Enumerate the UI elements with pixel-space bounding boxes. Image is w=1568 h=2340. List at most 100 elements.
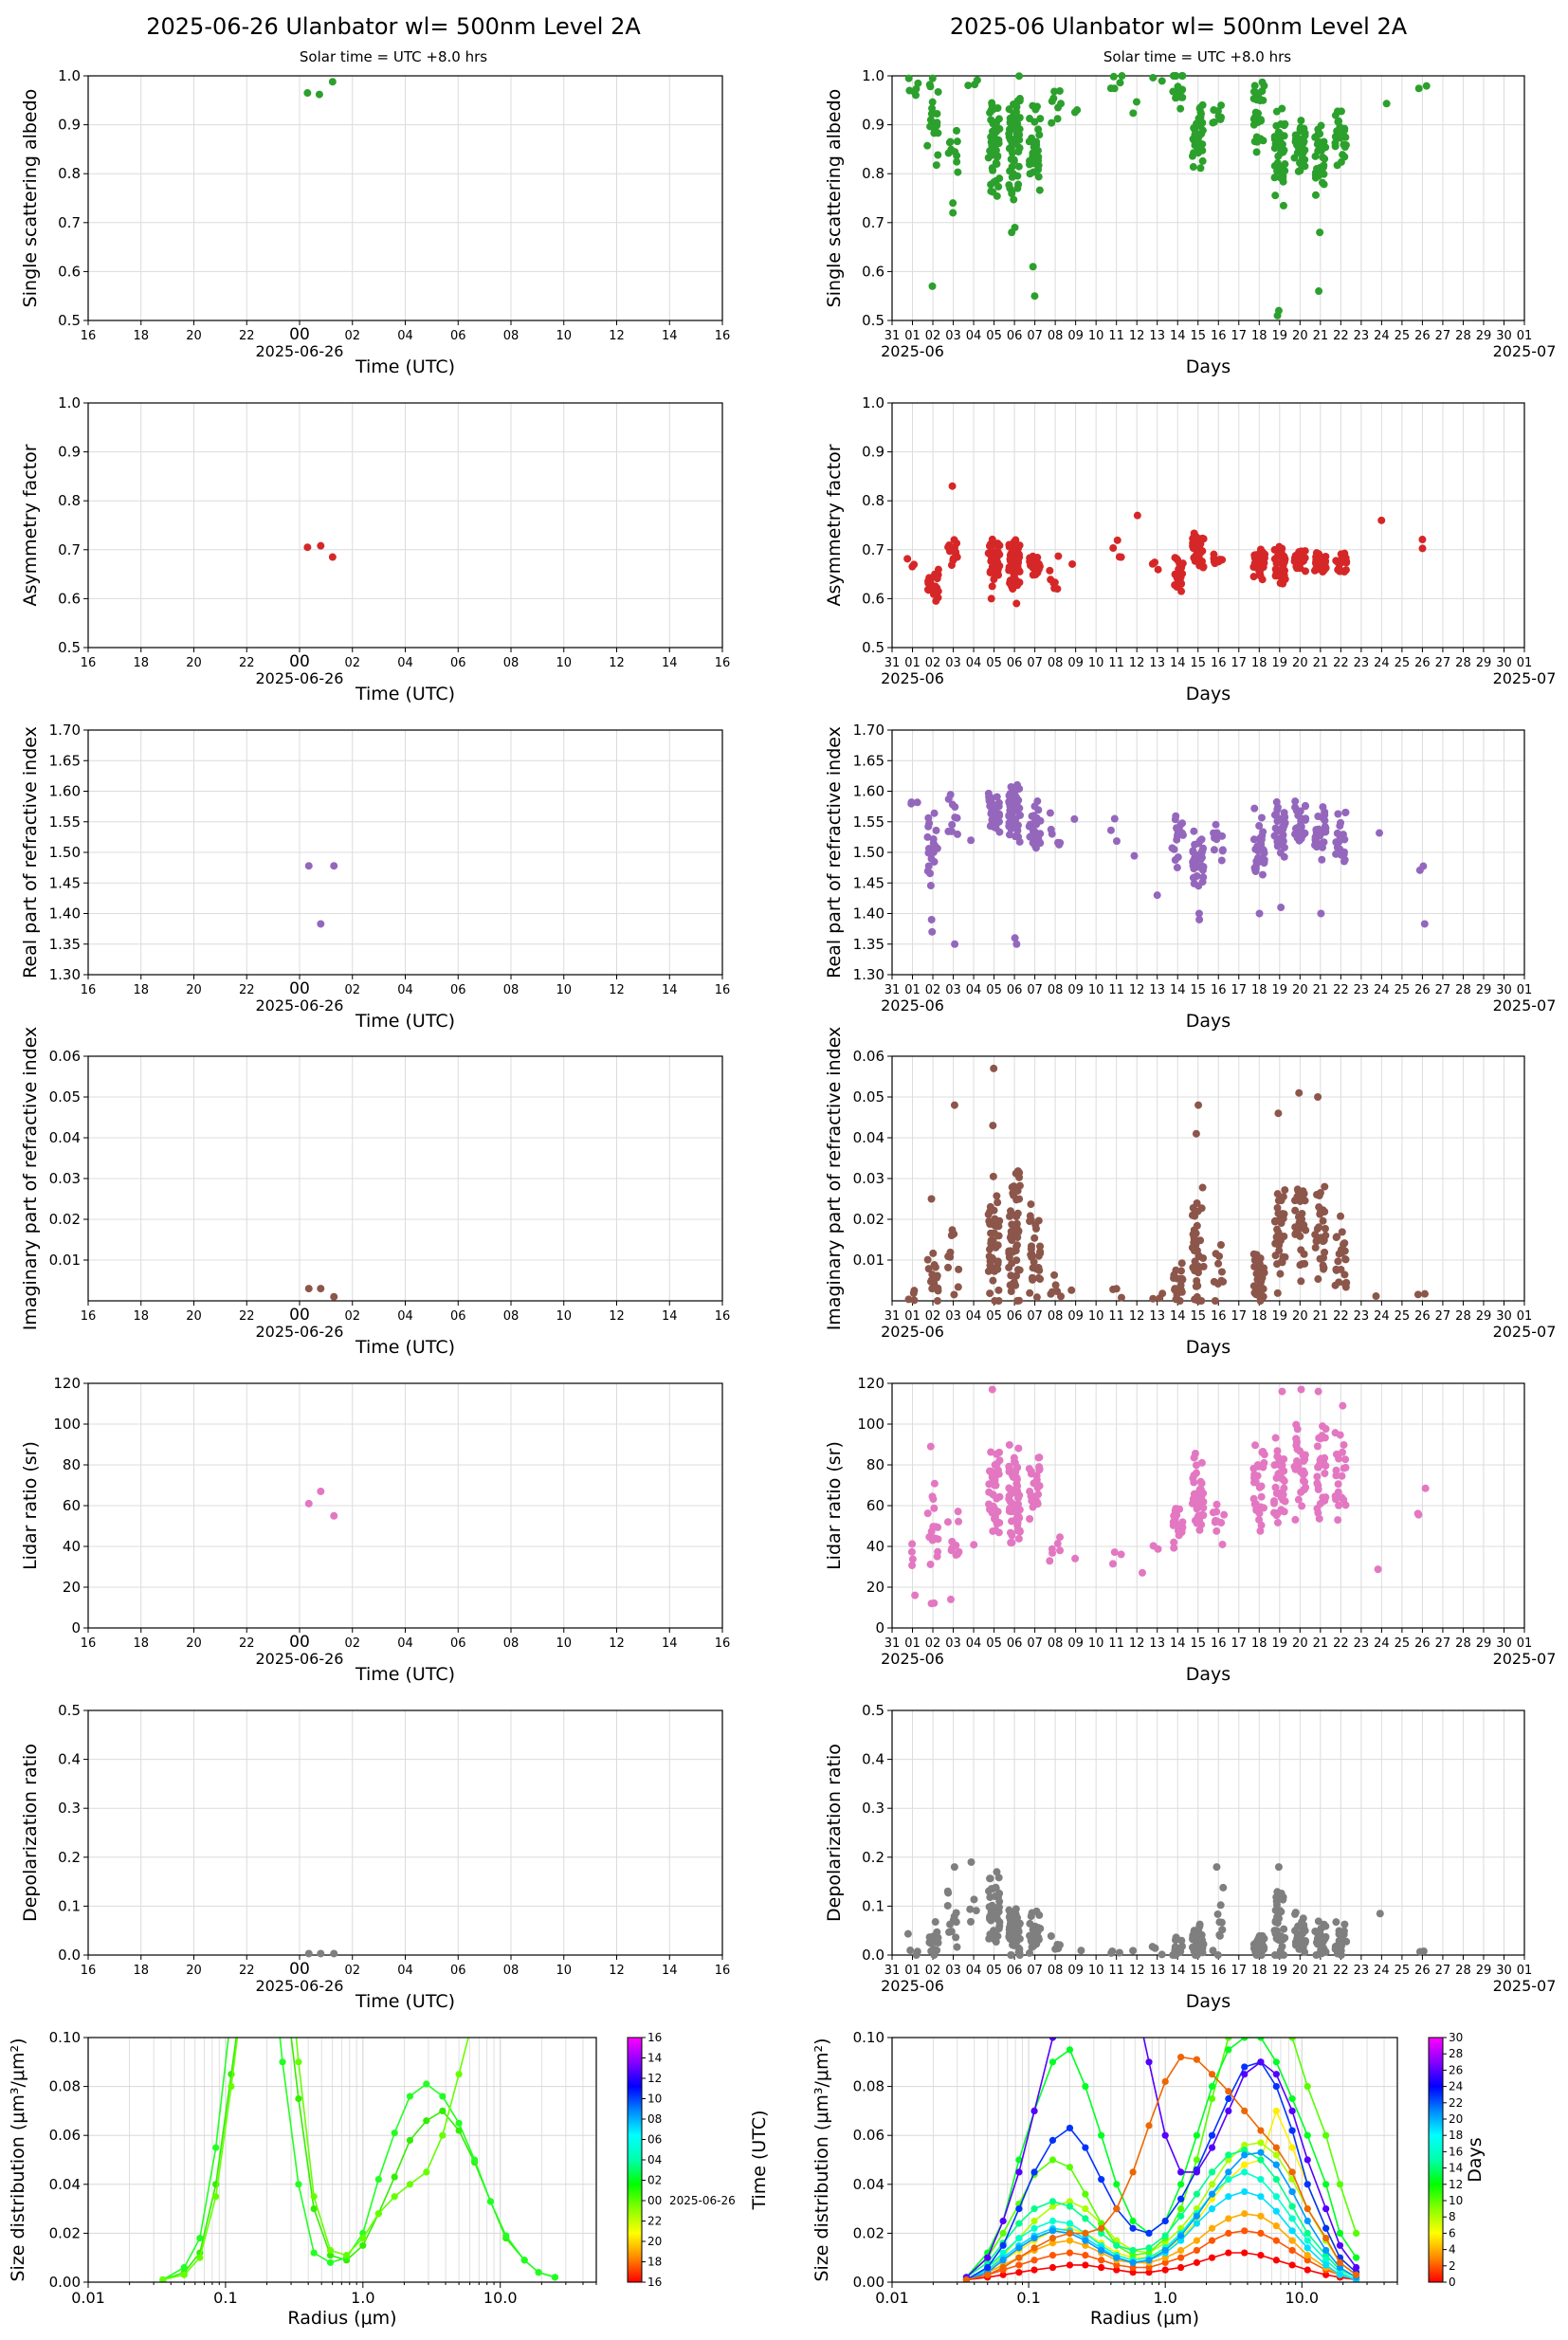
y-axis-label: Imaginary part of refractive index xyxy=(20,1027,41,1331)
series-point xyxy=(1272,2083,1280,2091)
plot-frame xyxy=(891,75,1525,321)
x-tick-label: 18 xyxy=(1251,1964,1267,1978)
data-point xyxy=(1027,1251,1035,1259)
data-point xyxy=(1154,565,1162,574)
series-point xyxy=(1225,2038,1232,2041)
data-point xyxy=(1192,1282,1200,1290)
data-point xyxy=(1318,843,1326,851)
data-point xyxy=(1048,1548,1057,1557)
y-tick-label: 0.8 xyxy=(58,165,81,182)
x-tick-label: 0.01 xyxy=(875,2289,909,2307)
series-point xyxy=(1129,2269,1137,2276)
data-point xyxy=(1012,1501,1020,1509)
data-point xyxy=(1026,1931,1034,1940)
series-point xyxy=(1322,2261,1330,2269)
x-axis-label: Days xyxy=(1186,1664,1231,1685)
x-tick-label: 24 xyxy=(1374,983,1390,997)
data-point xyxy=(1117,553,1125,561)
data-point xyxy=(986,568,994,576)
y-tick-label: 1.55 xyxy=(49,814,81,831)
data-point xyxy=(989,1236,997,1245)
data-point xyxy=(1421,1484,1430,1492)
series-point xyxy=(1098,2176,1105,2184)
data-point xyxy=(1129,1947,1138,1955)
x-tick-label: 16 xyxy=(715,1964,731,1978)
colorbar-tick-label: 0 xyxy=(1449,2276,1456,2289)
x-tick-label: 04 xyxy=(966,983,982,997)
x-tick-label: 03 xyxy=(945,983,961,997)
colorbar-tick-label: 16 xyxy=(647,2031,662,2044)
plot-area xyxy=(88,2038,596,2282)
data-point xyxy=(1314,1093,1322,1101)
colorbar-date-label: 2025-06-26 xyxy=(669,2194,736,2207)
series-point xyxy=(1129,2224,1137,2232)
plot-frame xyxy=(891,1709,1525,1956)
data-point xyxy=(1012,1514,1021,1523)
x-tick-label: 04 xyxy=(397,1964,413,1978)
data-point xyxy=(1271,1239,1280,1248)
series-point xyxy=(1161,2077,1169,2086)
colorbar-tick-label: 6 xyxy=(1449,2226,1456,2239)
data-point xyxy=(1108,1947,1117,1955)
data-point xyxy=(1293,833,1302,842)
data-point xyxy=(1218,1540,1227,1548)
x-tick-label: 12 xyxy=(1129,1636,1145,1651)
series-point xyxy=(295,2094,302,2103)
series-point xyxy=(1129,2263,1137,2272)
series-point xyxy=(423,2117,430,2125)
y-tick-label: 0.04 xyxy=(49,2176,81,2193)
data-point xyxy=(1191,1257,1199,1266)
data-point xyxy=(1008,229,1016,237)
series-point xyxy=(1015,2254,1023,2261)
data-point xyxy=(1013,1167,1022,1176)
data-point xyxy=(1216,1901,1225,1910)
x-tick-label: 20 xyxy=(186,1636,202,1651)
data-point xyxy=(303,543,312,552)
data-point xyxy=(1273,1518,1282,1526)
data-point xyxy=(950,543,958,552)
data-point xyxy=(1250,137,1259,146)
data-point xyxy=(926,1442,935,1451)
data-point xyxy=(1007,1288,1015,1296)
x-tick-label: 19 xyxy=(1272,1636,1288,1651)
data-point xyxy=(1046,1557,1054,1565)
series-point xyxy=(1273,1985,1280,1992)
data-point xyxy=(1273,1203,1282,1212)
data-point xyxy=(1113,536,1121,544)
data-point xyxy=(1211,1297,1219,1305)
series-point xyxy=(1257,2038,1265,2041)
series-point xyxy=(1193,2237,1200,2244)
data-point xyxy=(1419,862,1428,870)
data-point xyxy=(1274,1951,1283,1959)
series-point xyxy=(1208,2181,1216,2188)
data-point xyxy=(1254,1271,1263,1279)
data-point xyxy=(1005,812,1013,820)
colorbar-tick-label: 22 xyxy=(1449,2096,1463,2110)
y-tick-label: 0.01 xyxy=(853,1252,884,1269)
data-point xyxy=(1256,854,1265,863)
data-point xyxy=(1034,1273,1043,1282)
x-tick-label: 21 xyxy=(1313,983,1329,997)
data-point xyxy=(925,81,934,89)
data-point xyxy=(328,553,337,561)
x-tick-label: 01 xyxy=(1517,983,1533,997)
data-point xyxy=(1296,127,1304,136)
x-tick-label: 05 xyxy=(986,1309,1002,1324)
data-point xyxy=(927,1600,936,1608)
data-point xyxy=(927,854,936,863)
data-point xyxy=(1034,1490,1043,1499)
data-point xyxy=(1006,1212,1014,1220)
series-point xyxy=(1304,2237,1311,2244)
x-tick-label: 04 xyxy=(966,1964,982,1978)
data-point xyxy=(1273,1190,1282,1198)
y-tick-label: 0.2 xyxy=(58,1849,81,1866)
x-tick-label: 17 xyxy=(1231,656,1248,670)
data-point xyxy=(1255,1483,1264,1491)
x-tick-label: 18 xyxy=(1251,656,1267,670)
data-point xyxy=(1250,82,1259,90)
series-point xyxy=(1322,2224,1330,2232)
y-tick-label: 0.10 xyxy=(49,2029,81,2046)
x-tick-label: 20 xyxy=(1292,983,1308,997)
data-point xyxy=(1195,1526,1204,1534)
